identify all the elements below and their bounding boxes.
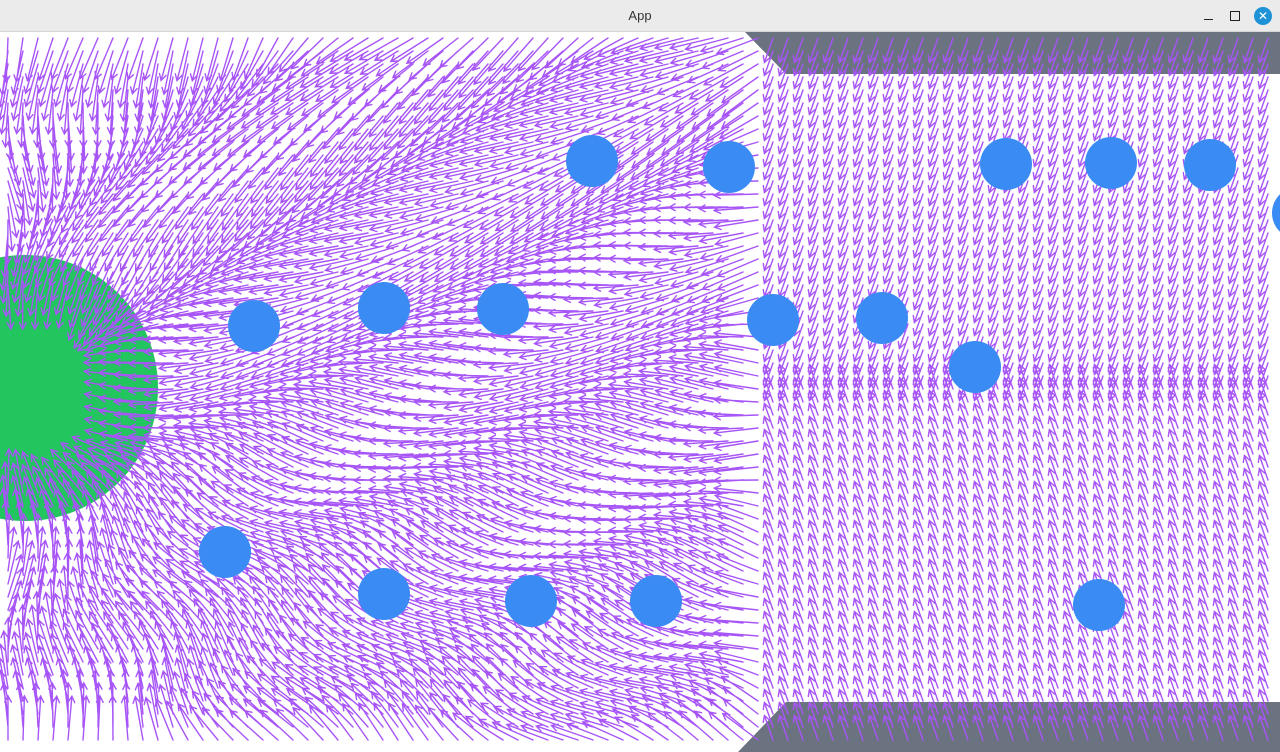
minimize-icon	[1203, 13, 1213, 20]
agent-7	[358, 282, 410, 334]
close-icon: ✕	[1254, 7, 1272, 25]
agent-11	[949, 341, 1001, 393]
agent-15	[630, 575, 682, 627]
window-title: App	[628, 8, 652, 23]
maximize-button[interactable]	[1225, 6, 1245, 26]
agent-13	[358, 568, 410, 620]
agent-16	[1073, 579, 1125, 631]
agent-6	[228, 300, 280, 352]
title-bar[interactable]: App ✕	[0, 0, 1280, 32]
simulation-canvas[interactable]	[0, 32, 1280, 752]
minimize-button[interactable]	[1198, 6, 1218, 26]
agent-4	[1184, 139, 1236, 191]
agent-10	[856, 292, 908, 344]
agent-14	[505, 575, 557, 627]
agent-2	[980, 138, 1032, 190]
agent-9	[747, 294, 799, 346]
vector-field	[0, 37, 1269, 741]
agent-0	[566, 135, 618, 187]
agent-5	[1272, 194, 1280, 232]
agent-8	[477, 283, 529, 335]
scene-svg	[0, 32, 1280, 752]
field-arrows	[0, 37, 1269, 741]
agents	[199, 135, 1280, 631]
close-button[interactable]: ✕	[1253, 6, 1273, 26]
maximize-icon	[1230, 11, 1240, 21]
agent-12	[199, 526, 251, 578]
agent-3	[1085, 137, 1137, 189]
agent-1	[703, 141, 755, 193]
